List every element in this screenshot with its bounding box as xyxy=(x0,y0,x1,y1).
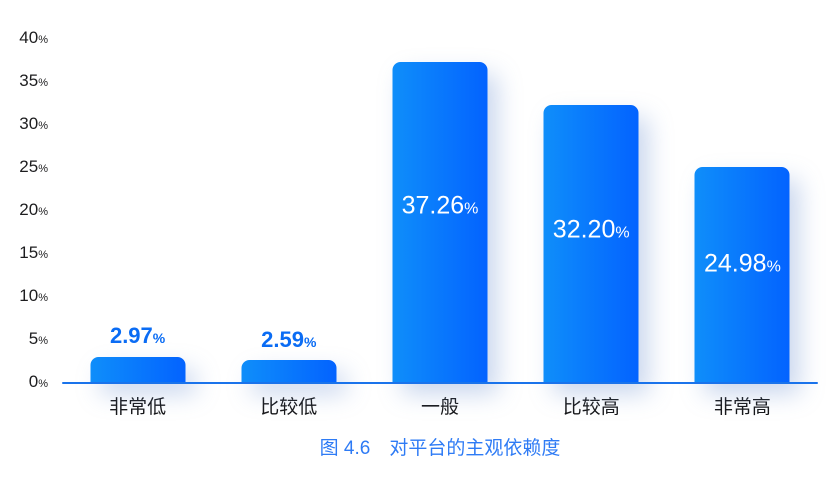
x-axis-labels: 非常低 比较低 一般 比较高 非常高 xyxy=(62,392,818,419)
bar-value-label: 37.26% xyxy=(401,191,479,220)
bar xyxy=(241,359,337,382)
bar-slot: 37.26% xyxy=(364,38,515,382)
bar: 24.98% xyxy=(694,167,790,382)
y-tick-label: 35% xyxy=(19,71,48,90)
bar: 37.26% xyxy=(392,61,488,382)
x-axis-line xyxy=(62,381,818,384)
y-tick-label: 15% xyxy=(19,243,48,262)
bar xyxy=(90,356,186,382)
bar-slot: 2.97% xyxy=(62,38,213,382)
y-tick-label: 40% xyxy=(19,28,48,47)
bar-slot: 24.98% xyxy=(667,38,818,382)
y-tick-label: 10% xyxy=(19,286,48,305)
y-tick-label: 5% xyxy=(28,329,48,348)
bar-value-label: 24.98% xyxy=(704,249,781,278)
bar-value-label: 2.97% xyxy=(109,323,166,349)
x-category-label: 非常低 xyxy=(109,397,167,418)
x-category-label: 一般 xyxy=(421,397,460,418)
y-axis: 40% 35% 30% 25% 20% 15% 10% 5% 0% xyxy=(0,0,50,430)
x-category-label: 比较高 xyxy=(562,397,620,418)
bar: 32.20% xyxy=(543,105,639,382)
bar-value-label: 32.20% xyxy=(552,215,630,244)
y-tick-label: 20% xyxy=(19,200,48,219)
y-tick-label: 25% xyxy=(19,157,48,176)
figure-caption: 图 4.6 对平台的主观依赖度 xyxy=(319,438,561,459)
plot-area: 2.97% 2.59% 37.26% 32.20% 24.98% xyxy=(62,38,818,384)
bar-slot: 32.20% xyxy=(516,38,667,382)
y-tick-label: 0% xyxy=(28,372,48,391)
x-category-label: 比较低 xyxy=(260,397,318,418)
x-category-label: 非常高 xyxy=(713,397,771,418)
bar-slot: 2.59% xyxy=(213,38,364,382)
y-tick-label: 30% xyxy=(19,114,48,133)
bar-value-label: 2.59% xyxy=(261,326,317,352)
bars-container: 2.97% 2.59% 37.26% 32.20% 24.98% xyxy=(62,38,818,382)
